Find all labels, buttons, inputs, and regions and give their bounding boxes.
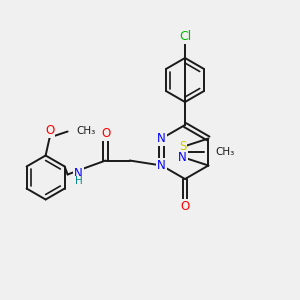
Text: Cl: Cl — [179, 29, 191, 43]
Text: CH₃: CH₃ — [76, 127, 96, 136]
Text: N: N — [178, 151, 187, 164]
Text: CH₃: CH₃ — [215, 147, 235, 157]
Text: H: H — [75, 176, 83, 187]
Text: O: O — [45, 124, 54, 137]
Text: N: N — [157, 132, 166, 145]
Text: O: O — [180, 200, 190, 212]
Text: N: N — [157, 159, 166, 172]
Text: N: N — [74, 167, 83, 180]
Text: O: O — [101, 127, 110, 140]
Text: S: S — [179, 140, 186, 153]
